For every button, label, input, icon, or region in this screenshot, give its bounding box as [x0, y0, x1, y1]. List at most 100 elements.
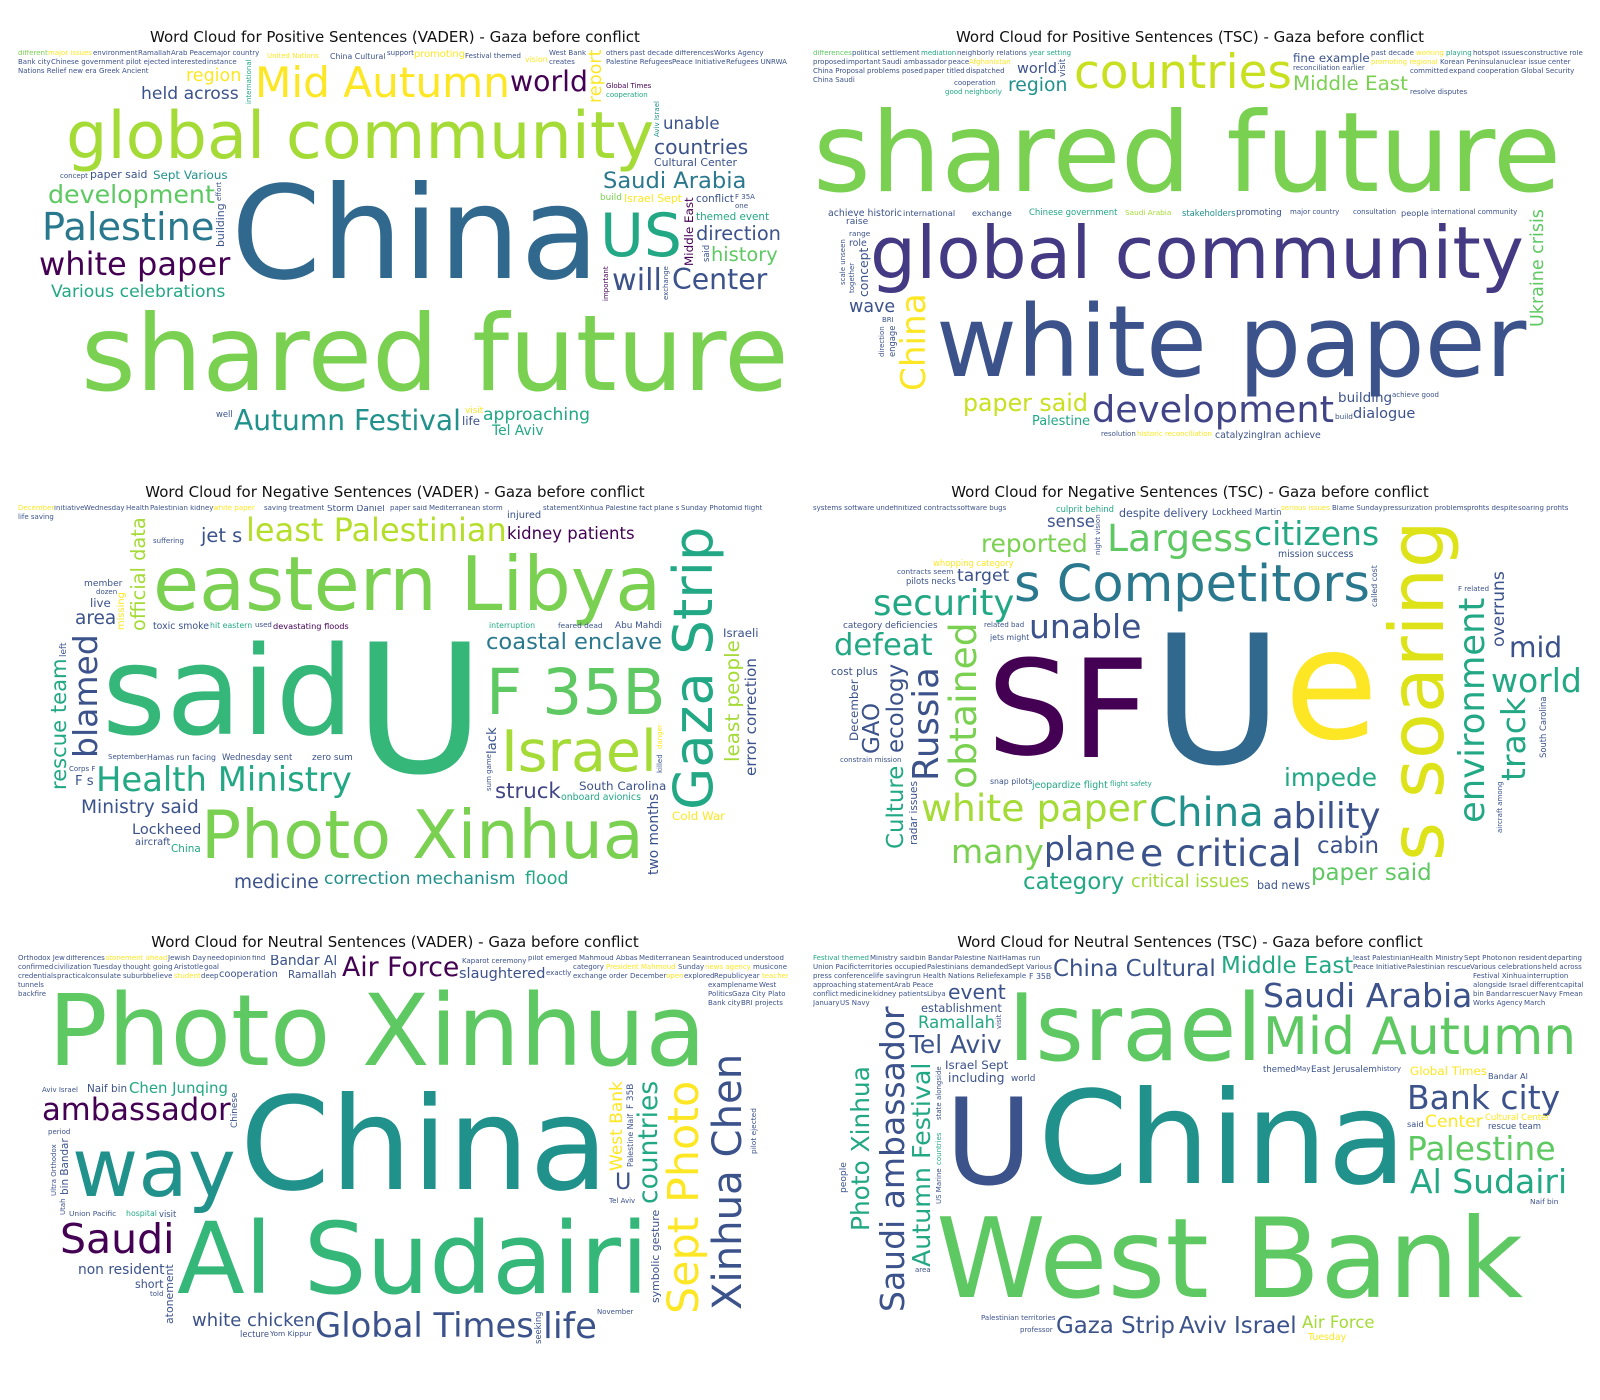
- cloud-word: Orthodox Jew: [18, 955, 65, 962]
- cloud-word: Israeli: [723, 626, 759, 640]
- cloud-word: effort: [215, 181, 223, 201]
- cloud-word: event: [948, 980, 1006, 1004]
- cloud-word: toxic smoke: [153, 621, 210, 632]
- cloud-word: medicine: [234, 872, 319, 893]
- cloud-word: hit eastern: [210, 621, 253, 630]
- cloud-word: Saudi ambassador: [873, 1006, 912, 1312]
- cloud-word: Xinhua Chen: [705, 1053, 751, 1310]
- cloud-word: error correction: [742, 658, 760, 776]
- cloud-word: major country: [1290, 208, 1340, 216]
- cloud-word: Palestine Refugees: [606, 58, 673, 66]
- cloud-word: systems software: [813, 505, 875, 512]
- chart-title: Word Cloud for Neutral Sentences (TSC) -…: [957, 933, 1423, 951]
- cloud-word: Israel Sept: [945, 1058, 1009, 1072]
- cloud-word: contracts seem: [897, 567, 954, 576]
- chart-title: Word Cloud for Neutral Sentences (VADER)…: [151, 933, 639, 951]
- cloud-word: Mid Autumn: [1263, 1007, 1577, 1067]
- cloud-word: center: [1548, 58, 1571, 66]
- cloud-word: pilot ejected: [749, 1108, 758, 1154]
- cloud-word: including: [948, 1070, 1005, 1085]
- cloud-word: Sunday: [678, 963, 705, 971]
- cloud-word: September: [108, 753, 147, 761]
- cloud-word: rescue team: [46, 658, 71, 790]
- cloud-word: Works Agency: [1473, 999, 1523, 1007]
- cloud-word: US Marine: [935, 1168, 943, 1204]
- cloud-word: international: [903, 208, 956, 218]
- cloud-word: profits despite: [1467, 505, 1518, 512]
- cloud-word: Global Times: [315, 1306, 534, 1345]
- cloud-word: Arab Peace: [894, 981, 934, 989]
- cloud-word: thought: [123, 963, 151, 971]
- cloud-word: Festival Xinhua: [1473, 972, 1527, 980]
- cloud-word: open: [666, 972, 684, 980]
- cloud-word: mission success: [1278, 549, 1354, 560]
- cloud-word: political settlement: [852, 50, 920, 57]
- cloud-word: understood: [744, 955, 784, 962]
- cloud-word: China Cultural: [1053, 956, 1216, 982]
- cloud-word: backfire: [18, 990, 47, 998]
- cloud-word: Union Pacific: [69, 1209, 117, 1218]
- cloud-word: Center: [1425, 1112, 1483, 1132]
- cloud-word: F s: [75, 774, 94, 789]
- cloud-word: Saudi: [60, 1215, 175, 1263]
- cloud-word: Russia: [906, 667, 947, 781]
- cloud-word: China: [171, 843, 201, 855]
- cloud-word: conflict: [696, 193, 734, 205]
- cloud-word: important: [846, 58, 881, 66]
- cloud-word: Bank city: [708, 999, 741, 1007]
- wordcloud-canvas: global community shared future white paper…: [813, 50, 1583, 440]
- cloud-word: Ministry said: [81, 797, 199, 818]
- cloud-word: China: [231, 159, 600, 309]
- cloud-word: jet s: [201, 524, 243, 547]
- cloud-word: Blame Sunday: [1332, 505, 1383, 512]
- cloud-word: Hamas run: [1002, 955, 1041, 962]
- cloud-word: visit: [1058, 58, 1068, 77]
- cloud-word: region: [1008, 75, 1068, 96]
- cloud-word: kidney patients: [507, 524, 635, 543]
- cloud-word: visit: [465, 406, 484, 416]
- cloud-word: Al Sudairi: [177, 1202, 649, 1317]
- cloud-word: civilization: [54, 963, 92, 971]
- cloud-word: international community: [1431, 208, 1518, 216]
- cloud-word: slaughtered: [459, 966, 546, 982]
- cloud-word: people: [1401, 208, 1429, 218]
- cloud-word: interruption: [489, 621, 536, 630]
- cloud-word: Wednesday: [84, 505, 125, 512]
- cloud-word: Air Force: [1302, 1313, 1375, 1332]
- cloud-word: report: [586, 50, 606, 103]
- cloud-word: Hamas run facing: [147, 753, 216, 762]
- cloud-word: Tel Aviv: [909, 1030, 1002, 1059]
- cloud-word: going: [153, 963, 173, 971]
- cloud-word: pilot ejected: [126, 58, 170, 66]
- cloud-word: Palestine: [1032, 414, 1091, 429]
- cloud-word: reconciliation earlier: [1293, 64, 1365, 72]
- cloud-word: many: [951, 832, 1044, 871]
- cloud-word: different: [18, 50, 48, 57]
- wordcloud-canvas: China Al Sudairi Photo Xinhua way Sept Photo…: [18, 955, 788, 1345]
- cloud-word: Nations Relief new era: [18, 67, 97, 75]
- cloud-word: differences: [66, 955, 105, 962]
- cloud-word: important: [602, 266, 610, 301]
- cloud-word: least Palestinian: [246, 511, 507, 549]
- cloud-word: consulate: [87, 972, 121, 980]
- cloud-word: U: [945, 1074, 1033, 1213]
- cloud-word: Center: [672, 263, 768, 296]
- cloud-word: opinion: [225, 955, 251, 962]
- cloud-word: scale unseen: [839, 239, 847, 285]
- cloud-word: lecture: [240, 1329, 270, 1339]
- cloud-word: statement: [543, 505, 580, 512]
- cloud-word: Palestine: [42, 205, 215, 250]
- cloud-word: short: [135, 1278, 164, 1291]
- cloud-word: May: [1296, 1065, 1311, 1073]
- cloud-word: Tel Aviv: [609, 1197, 636, 1205]
- cloud-word: Gaza City: [732, 990, 766, 998]
- cloud-word: stakeholders: [1182, 208, 1236, 218]
- cloud-word: creates: [549, 58, 575, 66]
- cloud-word: way: [72, 1122, 236, 1216]
- wordcloud-panel-negative-tsc: Word Cloud for Negative Sentences (TSC) …: [795, 455, 1585, 895]
- cloud-word: Mediterranean Sea: [639, 955, 706, 962]
- cloud-word: Storm Daniel: [327, 505, 385, 514]
- cloud-word: Saudi Arabia: [1263, 976, 1473, 1015]
- cloud-word: lack: [485, 727, 500, 754]
